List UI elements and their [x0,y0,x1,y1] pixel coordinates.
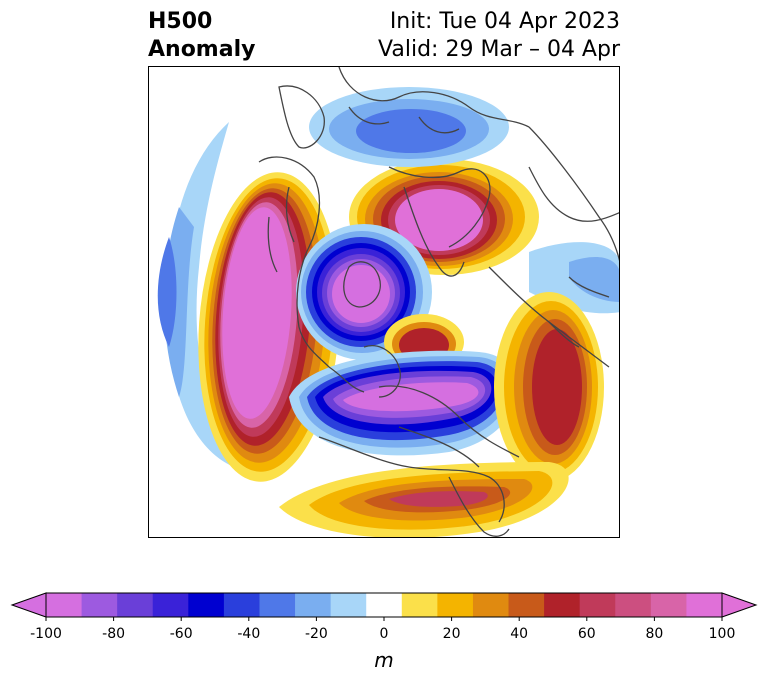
title-variable: H500 [148,9,213,34]
polar-trough [296,224,432,360]
colorbar-segment [544,593,581,617]
colorbar-segment [579,593,616,617]
colorbar-tick-label: -100 [30,626,62,642]
colorbar-segment [152,593,189,617]
colorbar-segment [650,593,687,617]
colorbar-tick-label: 60 [577,626,596,642]
us-ridge [279,462,569,537]
colorbar-tick-label: -40 [237,626,261,642]
colorbar-segment [117,593,154,617]
colorbar-tick-label: -60 [169,626,193,642]
colorbar-segment [366,593,403,617]
colorbar-segment [259,593,296,617]
colorbar-max-extend [722,593,756,617]
colorbar-segment [46,593,83,617]
colorbar-unit: m [374,648,394,672]
asia-trough [309,87,509,167]
colorbar-segment [686,593,723,617]
anomaly-map [148,66,620,538]
colorbar [10,592,758,621]
colorbar-tick-label: 100 [708,626,736,642]
atlantic-ridge [494,292,604,482]
colorbar-segment [508,593,545,617]
map-title: H500 Anomaly [148,8,255,64]
coastlines [258,67,619,537]
colorbar-tick-label: 20 [442,626,461,642]
title-field: Anomaly [148,37,256,62]
colorbar-segment [401,593,438,617]
colorbar-min-extend [12,593,46,617]
colorbar-segment [330,593,367,617]
colorbar-segment [437,593,474,617]
valid-range: Valid: 29 Mar – 04 Apr [378,37,620,62]
colorbar-tick-label: -80 [102,626,126,642]
colorbar-tick-label: 80 [645,626,664,642]
init-time: Init: Tue 04 Apr 2023 [389,9,620,34]
colorbar-segment [615,593,652,617]
colorbar-segment [188,593,225,617]
colorbar-tick-label: 40 [510,626,529,642]
colorbar-segment [295,593,332,617]
colorbar-tick-label: 0 [379,626,389,642]
colorbar-segment [472,593,510,617]
map-svg [149,67,619,537]
map-subtitle: Init: Tue 04 Apr 2023 Valid: 29 Mar – 04… [378,8,620,64]
colorbar-segment [81,593,118,617]
north-america-trough [289,350,518,456]
colorbar-segment [223,593,260,617]
colorbar-tick-label: -20 [304,626,328,642]
